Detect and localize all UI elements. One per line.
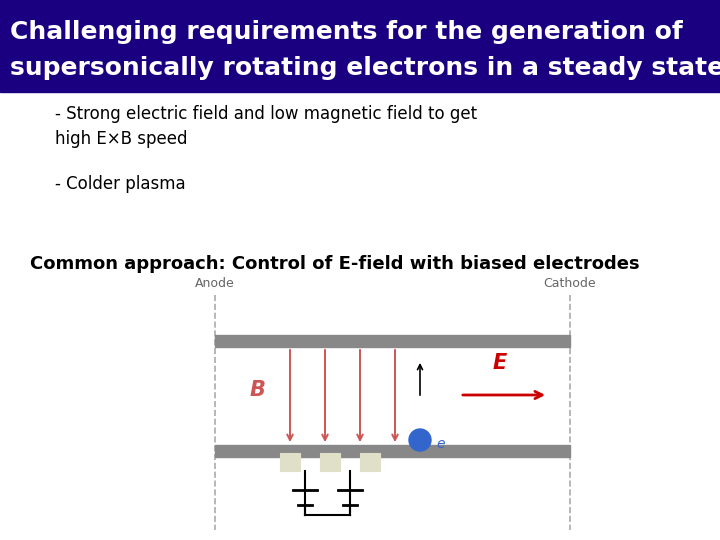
Text: - Colder plasma: - Colder plasma <box>55 175 186 193</box>
Bar <box>215 445 570 457</box>
Text: Challenging requirements for the generation of: Challenging requirements for the generat… <box>10 20 683 44</box>
Text: e: e <box>436 437 444 451</box>
Text: - Strong electric field and low magnetic field to get: - Strong electric field and low magnetic… <box>55 105 477 123</box>
Text: Common approach: Control of E-field with biased electrodes: Common approach: Control of E-field with… <box>30 255 639 273</box>
Circle shape <box>409 429 431 451</box>
Text: Cathode: Cathode <box>544 277 596 290</box>
Bar <box>0 0 720 92</box>
Text: Anode: Anode <box>195 277 235 290</box>
Text: E: E <box>493 353 507 373</box>
Bar <box>360 453 380 471</box>
Text: supersonically rotating electrons in a steady state: supersonically rotating electrons in a s… <box>10 56 720 80</box>
Bar <box>280 453 300 471</box>
Bar <box>320 453 340 471</box>
Text: B: B <box>250 380 266 400</box>
Bar <box>215 335 570 347</box>
Text: high E×B speed: high E×B speed <box>55 130 187 148</box>
